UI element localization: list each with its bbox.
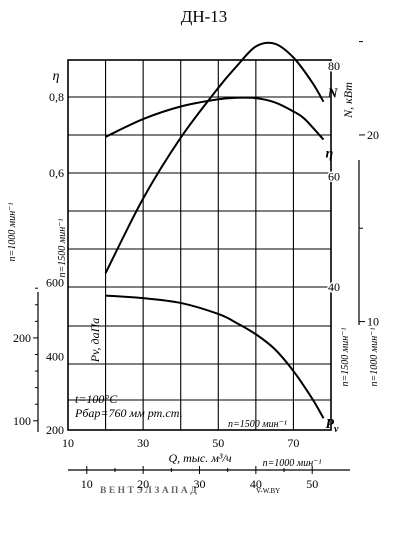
pressure-1000-tick-label: 200 <box>13 331 31 345</box>
watermark-brand: ВЕНТЭЛЗАПАД <box>100 486 199 496</box>
power-tick-label: 40 <box>328 280 340 294</box>
x-1000-tick-label: 50 <box>306 477 318 491</box>
power-axis-label: N, кВт <box>341 82 355 119</box>
series-n-label: N <box>326 87 338 102</box>
condition-temperature: t=100°C <box>75 392 118 406</box>
grid-lines <box>68 60 331 430</box>
series-eta-label: η <box>325 147 333 162</box>
eta-tick-label: 0,6 <box>49 166 64 180</box>
power-1000-tick-label: 20 <box>367 128 379 142</box>
x-tick-label: 30 <box>137 436 149 450</box>
power-speed-1500-label: n=1500 мин⁻¹ <box>340 328 351 387</box>
series-pv-line <box>105 294 325 419</box>
eta-axis-label: η <box>53 69 60 84</box>
chart-title: ДН-13 <box>181 7 228 26</box>
pressure-tick-label: 600 <box>46 276 64 290</box>
x-1000-tick-label: 10 <box>81 477 93 491</box>
x-1000-tick-label: 20 <box>137 477 149 491</box>
x-tick-label: 50 <box>212 436 224 450</box>
eta-tick-label: 0,8 <box>49 90 64 104</box>
x-axis-1000-speed-label: n=1000 мин⁻¹ <box>263 458 322 469</box>
data-marks: η N Pv <box>104 41 339 435</box>
x-1000-tick-label: 30 <box>194 477 206 491</box>
power-tick-label: 60 <box>328 169 340 183</box>
x-axis-label: Q, тыс. м³/ч <box>168 451 231 465</box>
power-1000-tick-label: 10 <box>367 315 379 329</box>
x-tick-label: 10 <box>62 436 74 450</box>
power-speed-1000-label: n=1000 мин⁻¹ <box>369 328 380 387</box>
series-pv-label: Pv <box>325 417 339 435</box>
pressure-1000-tick-label: 100 <box>13 414 31 428</box>
watermark-site: V-W.BY <box>256 487 280 495</box>
pressure-tick-label: 200 <box>46 423 64 437</box>
x-axis-speed-1500-label: n=1500 мин⁻¹ <box>228 419 287 430</box>
x-tick-label: 70 <box>287 436 299 450</box>
pressure-tick-label: 400 <box>46 349 64 363</box>
pressure-axis-label: Pv, даПа <box>88 318 102 364</box>
pressure-speed-1000-label: n=1000 мин⁻¹ <box>7 203 18 262</box>
power-tick-label: 80 <box>328 59 340 73</box>
pressure-speed-1500-label: n=1500 мин⁻¹ <box>57 219 68 278</box>
axes: 10 30 50 70 10 20 30 40 50 0,8 0,6 200 400 600 100 200 4… <box>13 41 379 491</box>
series-eta-line <box>105 96 325 141</box>
plot-frame <box>67 59 332 431</box>
condition-pressure: Pбар=760 мм рт.ст. <box>74 406 183 420</box>
x-1000-tick-label: 40 <box>250 477 262 491</box>
series-n-line <box>104 41 325 274</box>
